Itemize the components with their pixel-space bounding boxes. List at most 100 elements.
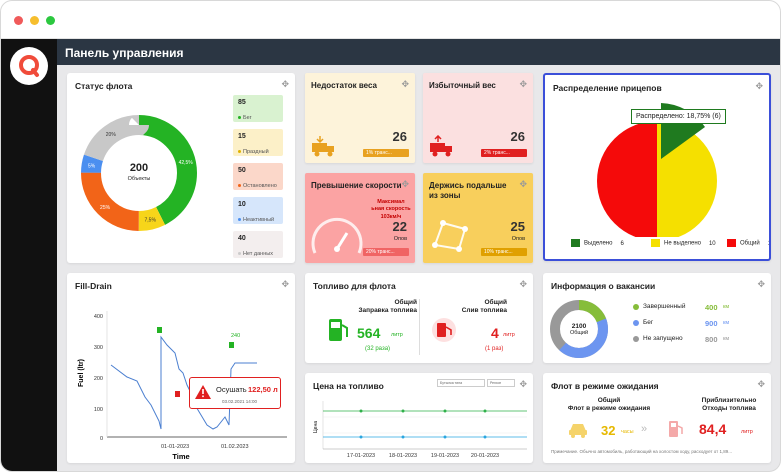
move-handle-icon[interactable]: ✥ — [281, 279, 289, 289]
geofence-tile[interactable]: Держись подальше из зоны ✥ 25 Опов 10% т… — [423, 173, 533, 263]
idle-title: Флот в режиме ожидания — [551, 381, 659, 391]
speedometer-icon — [311, 217, 363, 254]
price-point — [483, 435, 487, 439]
move-handle-icon[interactable]: ✥ — [519, 79, 527, 89]
x-tick: 17-01-2023 — [347, 453, 375, 459]
move-handle-icon[interactable]: ✥ — [519, 179, 527, 189]
slice-label: 25% — [100, 205, 111, 211]
job-unit: км — [723, 336, 730, 342]
x-tick: 01.02.2023 — [221, 444, 249, 450]
waste-unit: литр — [741, 429, 753, 435]
arrow-icon: » — [641, 423, 648, 435]
price-point — [443, 435, 447, 439]
trailer-legend-item[interactable]: Общий 16 — [727, 239, 769, 247]
legend-swatch — [727, 239, 736, 247]
speeding-tile[interactable]: Превышение скорости ✥ Максимал ьная скор… — [305, 173, 415, 263]
move-handle-icon[interactable]: ✥ — [519, 279, 527, 289]
trailer-legend-item[interactable]: Выделено 6 — [571, 239, 624, 247]
peak-label: 240 — [231, 333, 240, 339]
refuel-count: (32 раза) — [365, 346, 391, 352]
move-handle-icon[interactable]: ✥ — [281, 79, 289, 89]
fuel-type-select[interactable]: Бутылка типа — [437, 379, 485, 387]
refuel-value: 564 — [357, 325, 381, 341]
job-label: Не запущено — [643, 335, 683, 342]
speeding-value-label: Опов — [393, 236, 407, 242]
move-handle-icon[interactable]: ✥ — [755, 81, 763, 91]
fleet-total-label: Объекты — [127, 176, 151, 182]
status-legend-item[interactable]: 10 Неактивный — [233, 197, 283, 224]
maximize-dot-icon[interactable] — [46, 16, 55, 25]
trailer-distribution-card[interactable]: Распределение прицепов ✥ Распределено: 1… — [543, 73, 771, 261]
minimize-dot-icon[interactable] — [30, 16, 39, 25]
alert-date: 03.02.2021 14:00 — [222, 399, 258, 404]
move-handle-icon[interactable]: ✥ — [401, 79, 409, 89]
move-handle-icon[interactable]: ✥ — [757, 279, 765, 289]
refuel-head1: Общий — [394, 299, 417, 306]
status-label-text: Остановлено — [243, 183, 277, 189]
job-label: Завершенный — [643, 303, 686, 310]
overweight-percent: 2% транс... — [481, 149, 527, 157]
status-legend-item[interactable]: 50 Остановлено — [233, 163, 283, 190]
underweight-tile[interactable]: Недостаток веса ✥ 26 1% транс... — [305, 73, 415, 163]
status-legend-item[interactable]: 85 Бег — [233, 95, 283, 122]
divider — [419, 299, 420, 355]
drain-alert-popup[interactable]: Осушать 122,50 л 03.02.2021 14:00 — [189, 377, 281, 409]
idle-fleet-card: Флот в режиме ожидания ✥ Общий Флот в ре… — [543, 373, 771, 463]
donut-slice — [81, 115, 197, 231]
y-axis-label: Fuel (ltr) — [78, 359, 85, 387]
legend-swatch — [651, 239, 660, 247]
underweight-title: Недостаток веса — [311, 81, 377, 90]
x-tick: 19-01-2023 — [431, 453, 459, 459]
warning-icon — [195, 385, 211, 399]
truck-icon — [312, 136, 334, 157]
status-dot-icon — [238, 252, 241, 256]
pie-tooltip: Распределено: 18,75% (6) — [631, 109, 726, 124]
price-point — [443, 409, 447, 413]
status-label: Бег — [238, 115, 252, 121]
legend-count: 10 — [708, 240, 716, 247]
legend-label: Не выделено — [664, 240, 701, 247]
trailer-legend-item[interactable]: Не выделено 10 — [651, 239, 716, 247]
fleet-fuel-card: Топливо для флота ✥ Общий Заправка топли… — [305, 273, 533, 363]
status-legend-item[interactable]: 15 Праздный — [233, 129, 283, 156]
fill-drain-card: Fill-Drain ✥ 400 300 200 100 0 01-01-202… — [67, 273, 295, 463]
car-idle-icon — [569, 424, 587, 438]
x-tick: 01-01-2023 — [161, 444, 189, 450]
page-title: Панель управления — [57, 39, 780, 65]
drain-unit: литр — [503, 332, 515, 338]
overweight-tile[interactable]: Избыточный вес ✥ 26 2% транс... — [423, 73, 533, 163]
slice-label: 20% — [106, 132, 117, 138]
job-unit: км — [723, 304, 730, 310]
y-tick: 400 — [94, 314, 103, 320]
drain-head1: Общий — [484, 299, 507, 306]
pie-slice-total — [597, 121, 657, 237]
status-legend-item[interactable]: 40 Нет данных — [233, 231, 283, 258]
fleet-total: 200 — [129, 162, 149, 174]
idle-head1: Общий — [597, 397, 621, 404]
fill-drain-chart: 400 300 200 100 0 01-01-2023 01.02.2023 … — [78, 311, 287, 461]
x-tick: 20-01-2023 — [471, 453, 499, 459]
status-label: Неактивный — [238, 217, 274, 223]
move-handle-icon[interactable]: ✥ — [519, 379, 527, 389]
waste-head1: Приблизительно — [701, 397, 757, 404]
status-count: 10 — [238, 201, 246, 208]
trailer-title: Распределение прицепов — [553, 83, 662, 93]
region-select[interactable]: Регион — [487, 379, 515, 387]
move-handle-icon[interactable]: ✥ — [757, 379, 765, 389]
status-count: 40 — [238, 235, 246, 242]
job-value: 800 — [705, 335, 718, 344]
fleet-status-title: Статус флота — [75, 81, 133, 91]
speeding-percent: 20% транс... — [363, 248, 409, 256]
legend-label: Общий — [740, 240, 760, 247]
price-point — [359, 435, 363, 439]
speeding-value: 22 — [392, 219, 407, 234]
fuel-price-chart: Цена 17-01-2023 18-01-2023 19-01-2023 20… — [313, 401, 527, 459]
move-handle-icon[interactable]: ✥ — [401, 179, 409, 189]
drain-count: (1 раз) — [485, 346, 504, 352]
app-logo-icon[interactable] — [10, 47, 48, 85]
geofence-title: Держись подальше из зоны — [429, 181, 507, 200]
close-dot-icon[interactable] — [14, 16, 23, 25]
idle-note: Примечание. Обычно автомобиль, работающи… — [551, 449, 732, 454]
status-label: Нет данных — [238, 251, 273, 257]
fuel-price-title: Цена на топливо — [313, 381, 384, 391]
